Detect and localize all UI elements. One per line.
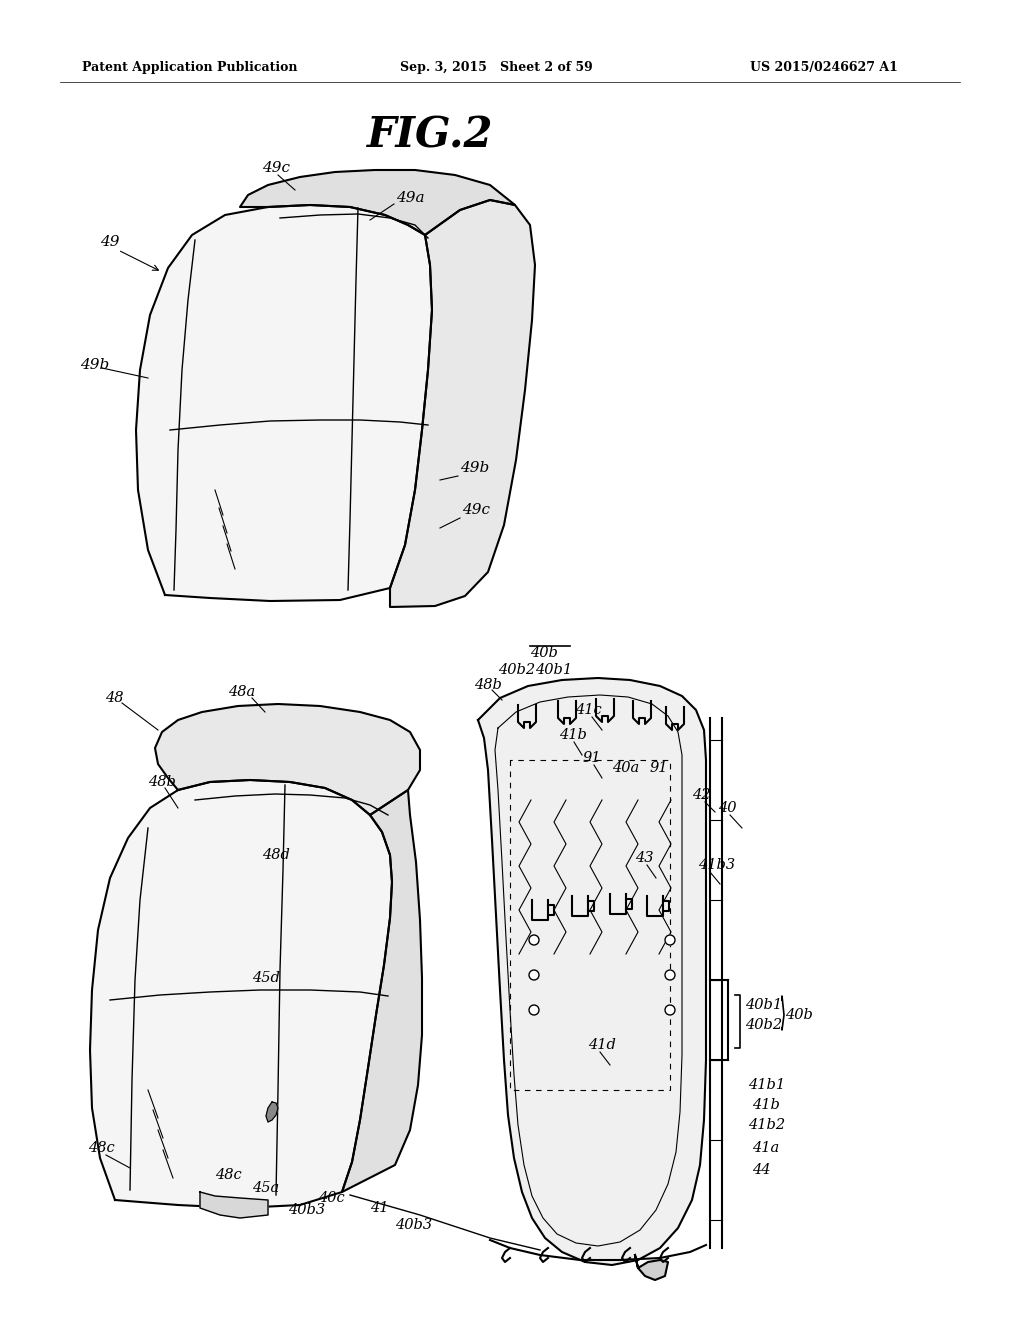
Circle shape: [665, 1005, 675, 1015]
Text: 41b2: 41b2: [748, 1118, 785, 1133]
Text: 40b3: 40b3: [288, 1203, 326, 1217]
Text: 41c: 41c: [575, 704, 602, 717]
Text: 40: 40: [718, 801, 736, 814]
Text: 41b3: 41b3: [698, 858, 735, 873]
Text: 40c: 40c: [318, 1191, 345, 1205]
Circle shape: [665, 970, 675, 979]
Text: 41d: 41d: [588, 1038, 615, 1052]
Text: 45d: 45d: [252, 972, 280, 985]
Polygon shape: [266, 1102, 278, 1122]
Text: 41a: 41a: [752, 1140, 779, 1155]
Text: 41: 41: [370, 1201, 388, 1214]
Text: 49c: 49c: [462, 503, 490, 517]
Text: FIG.2: FIG.2: [367, 114, 494, 156]
Polygon shape: [390, 201, 535, 607]
Circle shape: [665, 935, 675, 945]
Text: 42: 42: [692, 788, 711, 803]
Text: 48c: 48c: [215, 1168, 242, 1181]
Text: 40b1: 40b1: [745, 998, 782, 1012]
Text: 43: 43: [635, 851, 653, 865]
Text: 48d: 48d: [262, 847, 290, 862]
Polygon shape: [136, 205, 432, 601]
Polygon shape: [155, 704, 420, 814]
Text: 40b: 40b: [785, 1008, 813, 1022]
Polygon shape: [635, 1255, 668, 1280]
Circle shape: [529, 935, 539, 945]
Text: 41b: 41b: [559, 729, 587, 742]
Text: 40a: 40a: [612, 762, 639, 775]
Polygon shape: [90, 780, 392, 1208]
Text: 40b2: 40b2: [745, 1018, 782, 1032]
Text: 49c: 49c: [262, 161, 290, 176]
Text: 41b1: 41b1: [748, 1078, 785, 1092]
Text: 49a: 49a: [396, 191, 425, 205]
Text: 40b: 40b: [530, 645, 558, 660]
Text: 49b: 49b: [460, 461, 489, 475]
Text: 49b: 49b: [80, 358, 110, 372]
Polygon shape: [478, 678, 706, 1265]
Text: 48b: 48b: [148, 775, 176, 789]
Polygon shape: [200, 1192, 268, 1218]
Text: 91: 91: [583, 751, 601, 766]
Text: 40b2: 40b2: [498, 663, 536, 677]
Circle shape: [529, 1005, 539, 1015]
Text: US 2015/0246627 A1: US 2015/0246627 A1: [750, 62, 898, 74]
Text: 40b3: 40b3: [395, 1218, 432, 1232]
Text: 48c: 48c: [88, 1140, 115, 1155]
Text: Patent Application Publication: Patent Application Publication: [82, 62, 298, 74]
Circle shape: [529, 970, 539, 979]
Text: Sep. 3, 2015   Sheet 2 of 59: Sep. 3, 2015 Sheet 2 of 59: [400, 62, 593, 74]
Text: 48a: 48a: [228, 685, 255, 700]
Polygon shape: [342, 789, 422, 1192]
Text: 45a: 45a: [252, 1181, 280, 1195]
Text: 48: 48: [105, 690, 124, 705]
Text: 49: 49: [100, 235, 120, 249]
Text: 91: 91: [650, 762, 669, 775]
Text: 41b: 41b: [752, 1098, 780, 1111]
Text: 48b: 48b: [474, 678, 502, 692]
Polygon shape: [240, 170, 515, 235]
Text: 40b1: 40b1: [535, 663, 572, 677]
Text: 44: 44: [752, 1163, 770, 1177]
